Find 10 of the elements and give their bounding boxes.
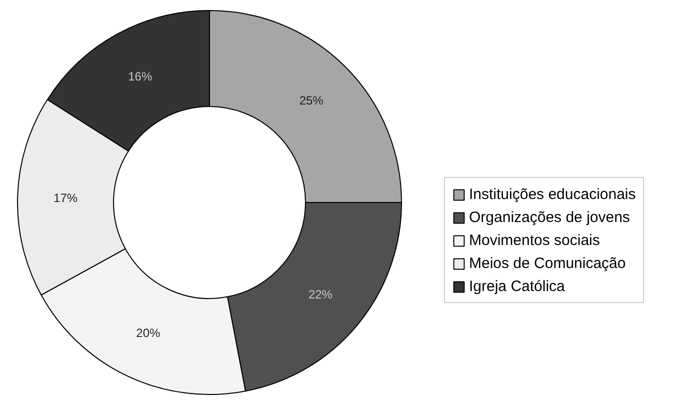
legend-label: Organizações de jovens — [469, 208, 630, 226]
data-label: 20% — [136, 326, 161, 340]
data-label: 25% — [299, 94, 324, 108]
legend-label: Meios de Comunicação — [469, 254, 626, 272]
legend-label: Movimentos sociais — [469, 231, 600, 249]
data-label: 17% — [54, 190, 78, 205]
data-label: 22% — [308, 287, 333, 302]
legend-label: Igreja Católica — [469, 277, 565, 295]
legend-label: Instituições educacionais — [469, 185, 636, 203]
data-label: 16% — [128, 69, 152, 84]
